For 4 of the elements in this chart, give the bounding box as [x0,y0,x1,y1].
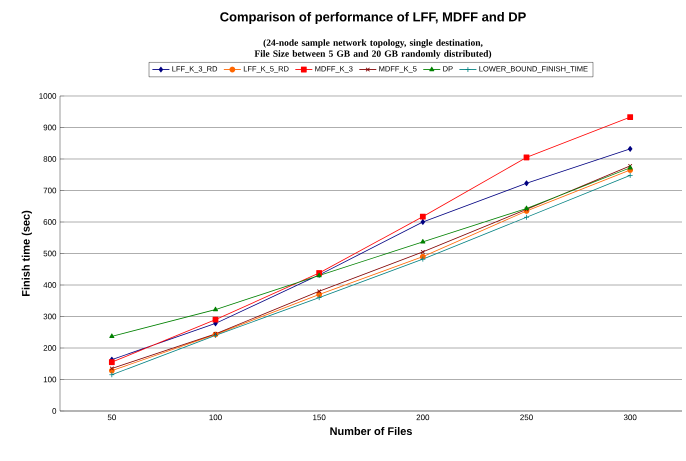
chart-subtitle: (24-node sample network topology, single destination, File Size between 5 GB and 20 GB randomly distributed) [254,39,492,59]
y-axis-title: Finish time (sec) [22,210,32,296]
x-axis-title: Number of Files [330,427,412,436]
chart-title: Comparison of performance of LFF, MDFF and DP [220,12,526,24]
